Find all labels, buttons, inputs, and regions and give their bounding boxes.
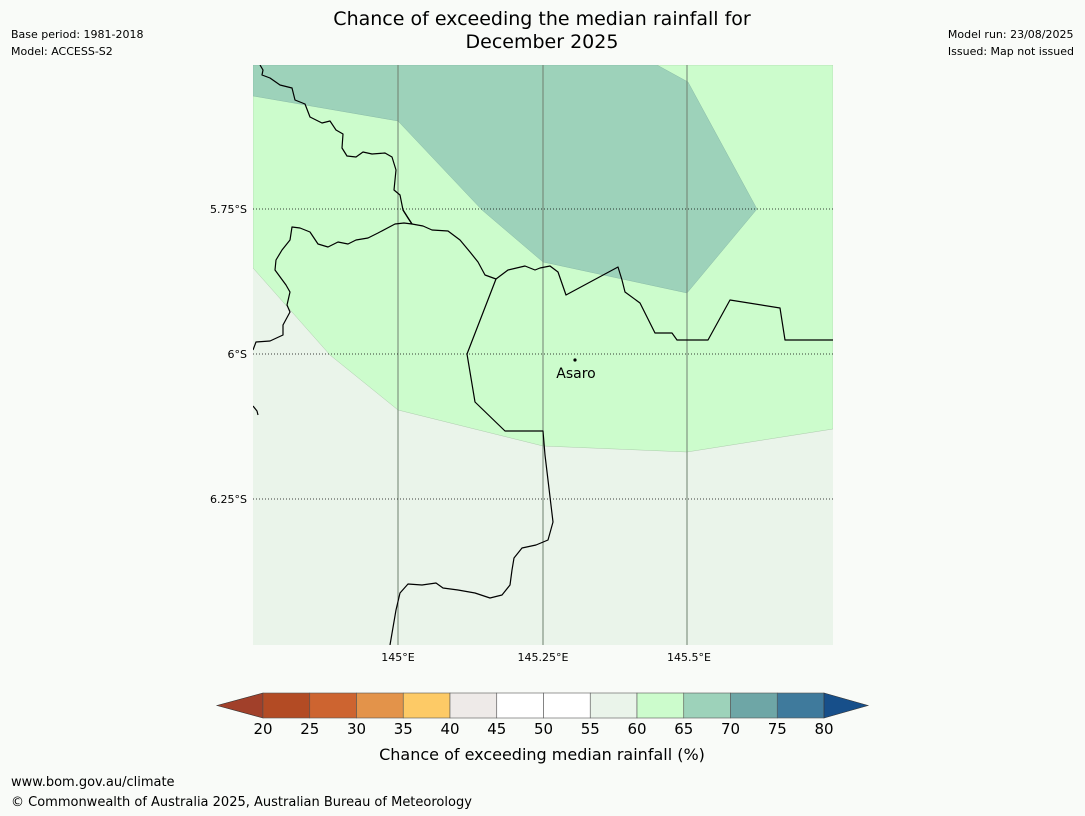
colorbar-tick-label: 70: [720, 720, 741, 738]
title-line-1: Chance of exceeding the median rainfall …: [333, 8, 751, 30]
province-boundaries: [253, 65, 833, 645]
colorbar-title: Chance of exceeding median rainfall (%): [379, 745, 705, 764]
colorbar-cells: [215, 692, 870, 719]
colorbar-tick-label: 55: [580, 720, 600, 738]
colorbar-cell: [402, 692, 451, 719]
footer-copyright: © Commonwealth of Australia 2025, Austra…: [11, 795, 472, 810]
lat-label-5-75: 5.75°S: [210, 203, 247, 216]
colorbar-cell: [496, 692, 544, 719]
colorbar-extend-high: [823, 692, 870, 719]
base-period-text: Base period: 1981-2018: [11, 28, 144, 41]
colorbar-tick-label: 75: [767, 720, 787, 738]
lon-label-145: 145°E: [381, 651, 414, 664]
lon-label-145-25: 145.25°E: [518, 651, 569, 664]
colorbar-tick-label: 45: [487, 720, 507, 738]
metadata-left: Base period: 1981-2018 Model: ACCESS-S2: [11, 26, 143, 60]
region-65-70: [253, 65, 758, 294]
colorbar-tick-label: 30: [346, 720, 367, 738]
colorbar-tick-label: 65: [674, 720, 694, 738]
model-run-text: Model run: 23/08/2025: [947, 28, 1074, 41]
colorbar-tick-label: 25: [300, 720, 320, 738]
colorbar-cell: [683, 692, 731, 719]
colorbar-cell: [449, 692, 498, 719]
colorbar-cell: [776, 692, 825, 719]
issued-text: Issued: Map not issued: [947, 45, 1074, 58]
colorbar-tick-label: 50: [533, 720, 554, 738]
colorbar-cell: [262, 692, 311, 719]
lat-label-6: 6°S: [228, 348, 247, 361]
colorbar-tick-label: 35: [393, 720, 413, 738]
colorbar-tick-label: 20: [253, 720, 273, 738]
colorbar-tick-label: 60: [627, 720, 647, 738]
colorbar-cell: [636, 692, 685, 719]
model-text: Model: ACCESS-S2: [11, 45, 113, 58]
metadata-right: Model run: 23/08/2025 Issued: Map not is…: [948, 26, 1074, 60]
map-panel: [253, 65, 833, 645]
map-title: Chance of exceeding the median rainfall …: [292, 8, 792, 54]
colorbar-extend-low: [215, 692, 264, 719]
rainfall-map: 5.75°S 6°S 6.25°S 145°E 145.25°E 145.5°E…: [210, 65, 833, 664]
lon-label-145-5: 145.5°E: [667, 651, 711, 664]
lat-label-6-25: 6.25°S: [210, 493, 247, 506]
title-line-2: December 2025: [465, 31, 619, 53]
colorbar-cell: [589, 692, 638, 719]
colorbar-cell: [356, 692, 404, 719]
colorbar-tick-label: 80: [814, 720, 834, 738]
asaro-marker: [573, 358, 577, 362]
colorbar: [215, 692, 870, 719]
colorbar-tick-label: 40: [440, 720, 460, 738]
colorbar-cell: [730, 692, 778, 719]
place-label-asaro: Asaro: [556, 366, 595, 382]
colorbar-cell: [309, 692, 357, 719]
footer-url: www.bom.gov.au/climate: [11, 775, 175, 790]
colorbar-cell: [543, 692, 591, 719]
